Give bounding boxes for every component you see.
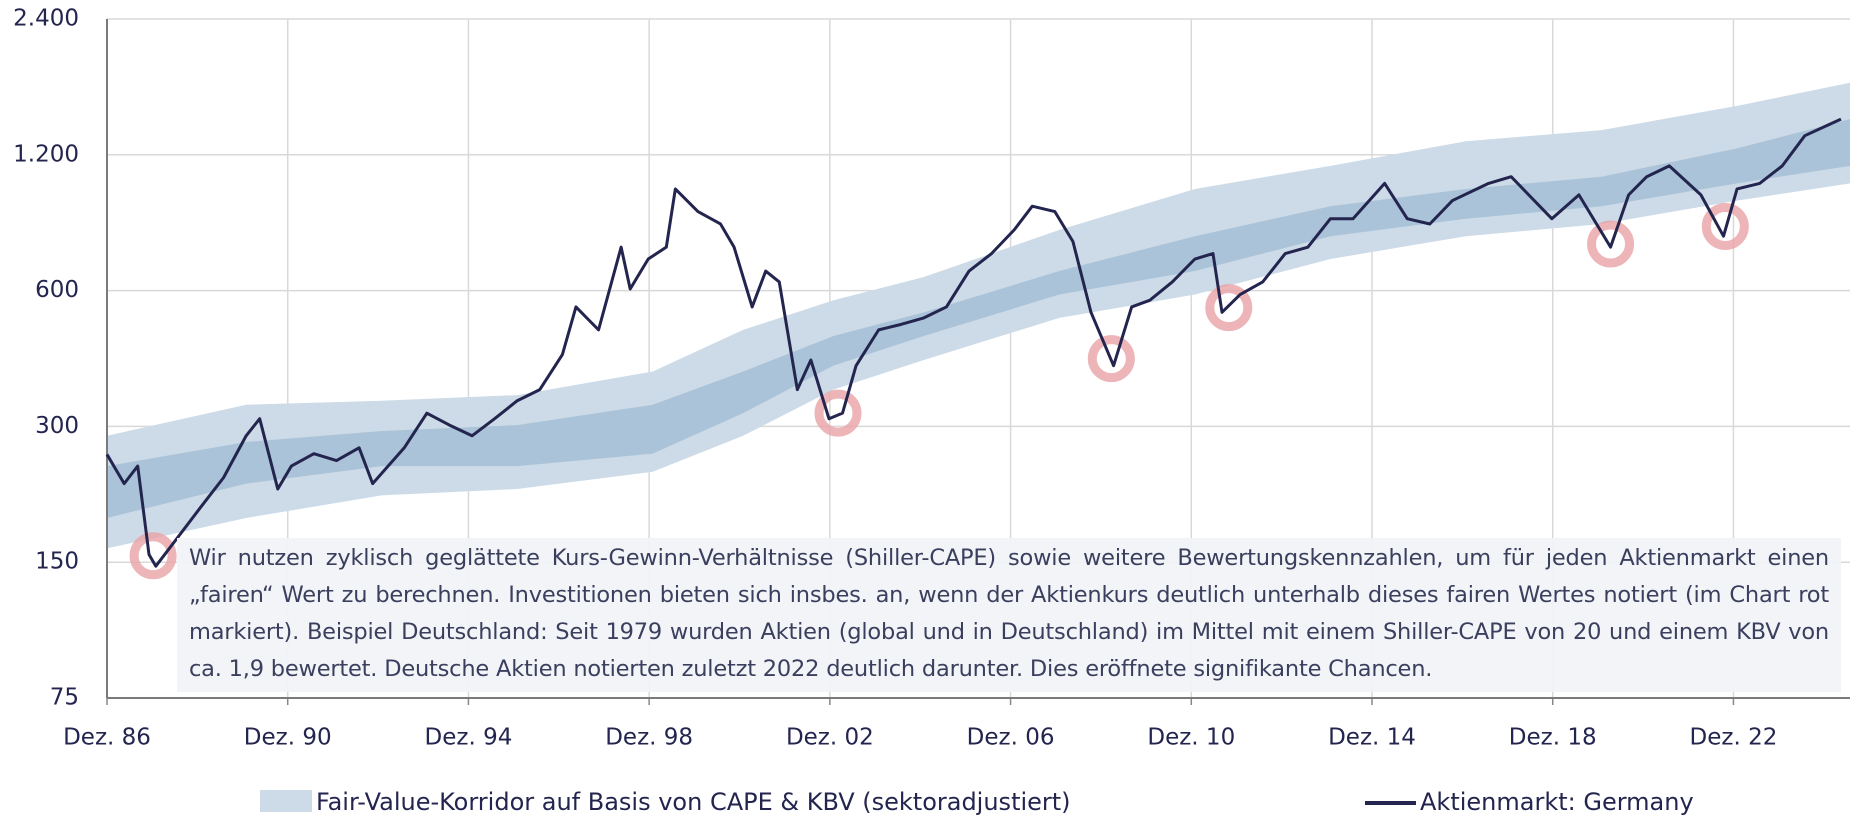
x-tick-label: Dez. 10 [1147,725,1235,751]
legend-label: Fair-Value-Korridor auf Basis von CAPE &… [316,788,1071,816]
y-tick-label: 600 [35,277,79,303]
x-tick-label: Dez. 14 [1328,725,1416,751]
annotation: Wir nutzen zyklisch geglättete Kurs-Gewi… [177,538,1841,692]
y-tick-label: 1.200 [13,141,79,167]
band-inner [107,119,1850,518]
y-tick-label: 300 [35,413,79,439]
highlight-circle [1587,220,1635,268]
y-tick-label: 2.400 [13,6,79,32]
x-tick-label: Dez. 22 [1690,725,1778,751]
x-tick-label: Dez. 86 [63,725,151,751]
y-tick-label: 75 [50,685,79,711]
highlight-circle [814,389,862,437]
highlight-circle [129,532,177,580]
highlight-circle [1701,203,1749,251]
x-tick-label: Dez. 90 [244,725,332,751]
x-tick-label: Dez. 18 [1509,725,1597,751]
y-tick-label: 150 [35,549,79,575]
data-line [105,117,1842,568]
x-tick-label: Dez. 06 [967,725,1055,751]
x-tick-label: Dez. 02 [786,725,874,751]
legend-label: Aktienmarkt: Germany [1420,788,1694,816]
highlight-circle [1205,284,1253,332]
legend-swatch [260,790,312,812]
x-tick-label: Dez. 94 [425,725,513,751]
highlight-circle [1087,335,1135,383]
x-tick-label: Dez. 98 [605,725,693,751]
